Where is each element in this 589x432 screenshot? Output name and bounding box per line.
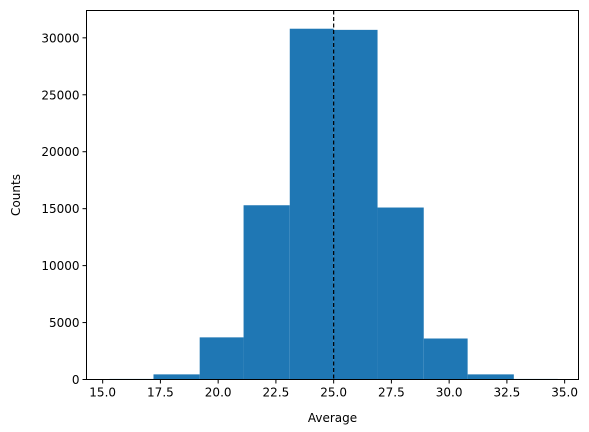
histogram-bar-8 <box>423 338 468 380</box>
y-tick-label: 15000 <box>41 202 79 216</box>
x-axis-label: Average <box>308 411 357 425</box>
x-tick-label: 15.0 <box>89 386 116 400</box>
y-ticks-layer: 0 5000 10000 15000 20000 25000 30000 <box>41 31 87 387</box>
histogram-bar-9 <box>467 374 514 380</box>
x-tick-label: 22.5 <box>263 386 290 400</box>
x-tick-label: 35.0 <box>551 386 578 400</box>
y-tick-label: 25000 <box>41 88 79 102</box>
histogram-bar-7 <box>377 207 424 380</box>
bars-layer <box>109 28 558 380</box>
histogram-bar-6 <box>333 29 378 380</box>
y-tick-label: 10000 <box>41 259 79 273</box>
x-tick-label: 17.5 <box>147 386 174 400</box>
x-tick-label: 30.0 <box>436 386 463 400</box>
histogram-bar-4 <box>243 205 290 380</box>
x-tick-label: 20.0 <box>205 386 232 400</box>
plot-frame <box>86 10 579 380</box>
y-tick-label: 0 <box>72 373 80 387</box>
x-ticks-layer: 15.0 17.5 20.0 22.5 25.0 27.5 30.0 32.5 35.0 <box>89 379 578 400</box>
y-axis-label: Counts <box>9 174 23 216</box>
histogram-bar-2 <box>153 374 200 380</box>
x-tick-label: 32.5 <box>494 386 521 400</box>
y-tick-label: 5000 <box>49 316 80 330</box>
y-tick-label: 30000 <box>41 31 79 45</box>
x-tick-label: 25.0 <box>320 386 347 400</box>
x-tick-label: 27.5 <box>378 386 405 400</box>
y-tick-label: 20000 <box>41 145 79 159</box>
histogram-bar-5 <box>289 28 334 380</box>
histogram-bar-3 <box>199 337 244 380</box>
